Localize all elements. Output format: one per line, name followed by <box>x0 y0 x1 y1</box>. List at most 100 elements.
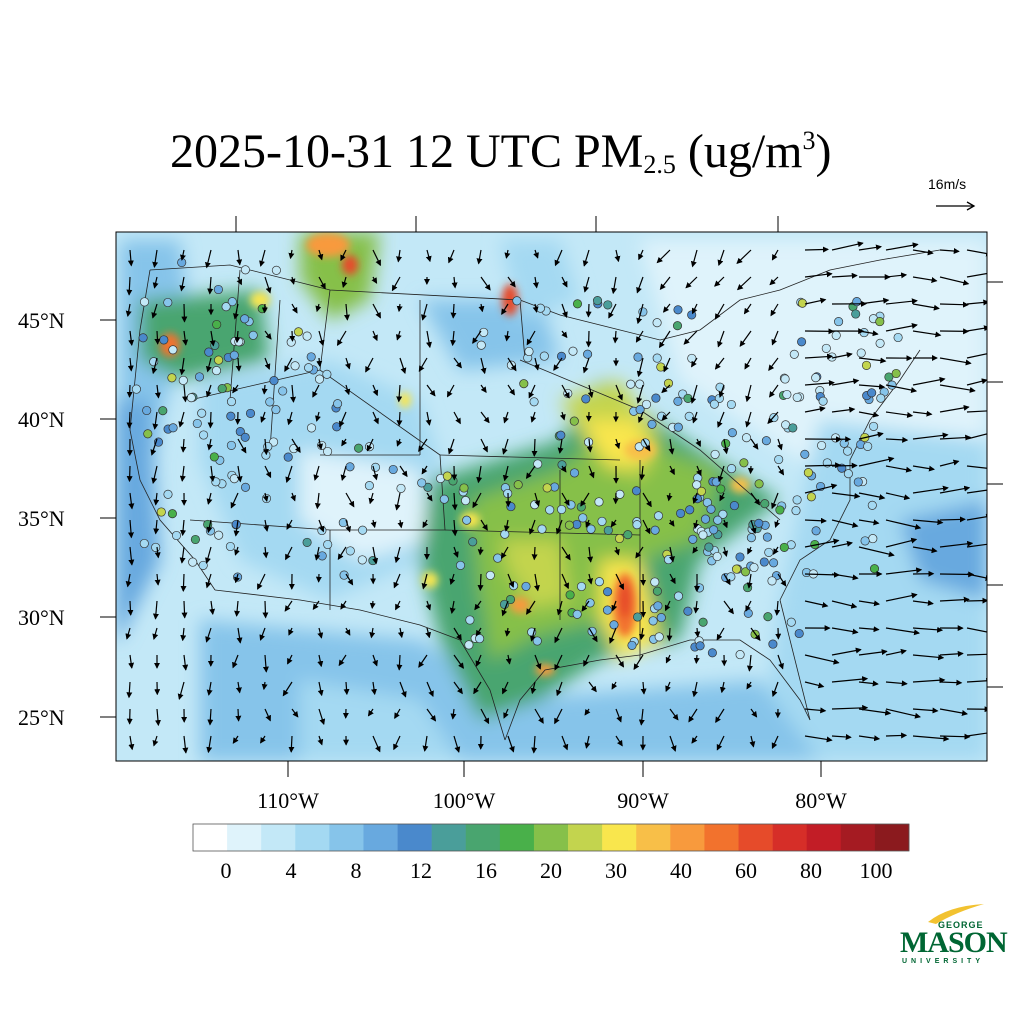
wind-reference-arrow-icon <box>936 201 976 211</box>
wind-vector <box>939 357 972 366</box>
wind-vector <box>669 708 679 721</box>
wind-vector <box>804 406 826 413</box>
station-marker <box>178 375 188 385</box>
station-marker <box>168 423 178 433</box>
station-marker <box>884 372 894 382</box>
wind-vector <box>804 271 833 278</box>
station-marker <box>139 538 149 549</box>
wind-vector <box>831 540 853 548</box>
station-marker <box>761 436 771 446</box>
wind-vector <box>315 411 321 422</box>
wind-vector <box>371 276 378 284</box>
wind-vector <box>528 519 536 535</box>
wind-vector <box>716 627 725 641</box>
wind-vector <box>207 411 214 429</box>
title-text: 2025-10-31 12 UTC PM2.5 (ug/m3) <box>170 128 831 178</box>
colorbar-label-30: 30 <box>605 858 627 883</box>
wind-vector <box>396 384 403 403</box>
wind-vector <box>858 626 880 633</box>
wind-vector <box>528 384 536 399</box>
wind-vector <box>939 248 960 255</box>
wind-vector <box>804 246 829 253</box>
station-marker <box>731 564 742 574</box>
wind-vector <box>858 708 892 716</box>
station-marker <box>687 310 697 320</box>
wind-vector <box>312 600 320 611</box>
station-marker <box>306 423 317 433</box>
wind-vector <box>341 438 348 447</box>
station-marker <box>875 317 885 327</box>
map-title: 2025-10-31 12 UTC PM2.5 (ug/m3) <box>0 128 1024 198</box>
wind-vector <box>939 708 968 716</box>
wind-vector <box>585 330 592 348</box>
station-marker <box>306 352 316 362</box>
wind-vector <box>556 681 563 697</box>
wind-vector <box>397 627 404 639</box>
wind-vector <box>662 303 671 313</box>
wind-vector <box>665 654 672 664</box>
wind-vector <box>666 492 673 502</box>
wind-vector <box>611 681 618 690</box>
wind-vector <box>640 681 647 695</box>
wind-vector <box>885 242 919 251</box>
wind-vector <box>661 411 671 421</box>
wind-vector <box>885 436 909 443</box>
wind-vector <box>449 573 456 585</box>
wind-vector <box>533 357 540 371</box>
wind-vector <box>418 357 428 372</box>
wind-vector <box>205 546 212 564</box>
wind-vector <box>180 249 186 261</box>
title-units: (ug/m <box>675 125 803 178</box>
wind-vector <box>885 708 921 719</box>
wind-vector <box>831 600 858 609</box>
wind-vector <box>421 573 428 590</box>
wind-vector <box>532 276 539 289</box>
wind-vector <box>714 357 725 370</box>
station-marker <box>831 330 841 340</box>
colorbar-swatch <box>806 824 842 851</box>
wind-vector <box>885 627 920 636</box>
wind-vector <box>259 627 266 641</box>
logo-university: UNIVERSITY <box>902 958 985 965</box>
wind-vector <box>206 681 213 696</box>
colorbar-swatch <box>363 824 398 851</box>
colorbar-label-20: 20 <box>540 858 562 883</box>
wind-vector <box>614 249 621 263</box>
colorbar-swatch <box>738 824 773 851</box>
wind-vector <box>771 330 779 346</box>
station-marker <box>210 340 220 350</box>
station-marker <box>556 351 567 361</box>
wind-vector <box>178 411 185 428</box>
wind-vector <box>666 627 673 642</box>
station-marker <box>891 368 901 379</box>
station-marker <box>576 581 587 592</box>
wind-vector <box>453 411 461 425</box>
wind-vector <box>236 276 243 286</box>
station-marker <box>726 399 736 410</box>
station-marker <box>869 564 880 574</box>
station-marker <box>192 418 202 429</box>
station-marker <box>194 372 205 382</box>
wind-vector <box>395 600 401 611</box>
wind-vector <box>532 303 539 313</box>
wind-vector <box>284 600 293 612</box>
station-marker <box>615 489 625 499</box>
wind-vector <box>315 303 322 313</box>
wind-vector <box>939 540 974 548</box>
wind-vector <box>885 648 907 656</box>
wind-vector <box>317 438 323 450</box>
wind-vector <box>128 735 135 751</box>
wind-vector <box>656 249 671 264</box>
wind-vector <box>831 272 858 279</box>
wind-vector <box>345 519 352 533</box>
wind-vector <box>502 465 509 482</box>
wind-vector <box>181 600 188 619</box>
wind-vector <box>151 357 158 375</box>
wind-vector <box>831 647 862 656</box>
station-marker <box>578 513 588 523</box>
wind-vector <box>561 573 570 590</box>
wind-vector <box>232 384 239 394</box>
wind-vector <box>399 465 408 478</box>
wind-vector <box>885 272 908 279</box>
colorbar-label-8: 8 <box>351 858 362 883</box>
